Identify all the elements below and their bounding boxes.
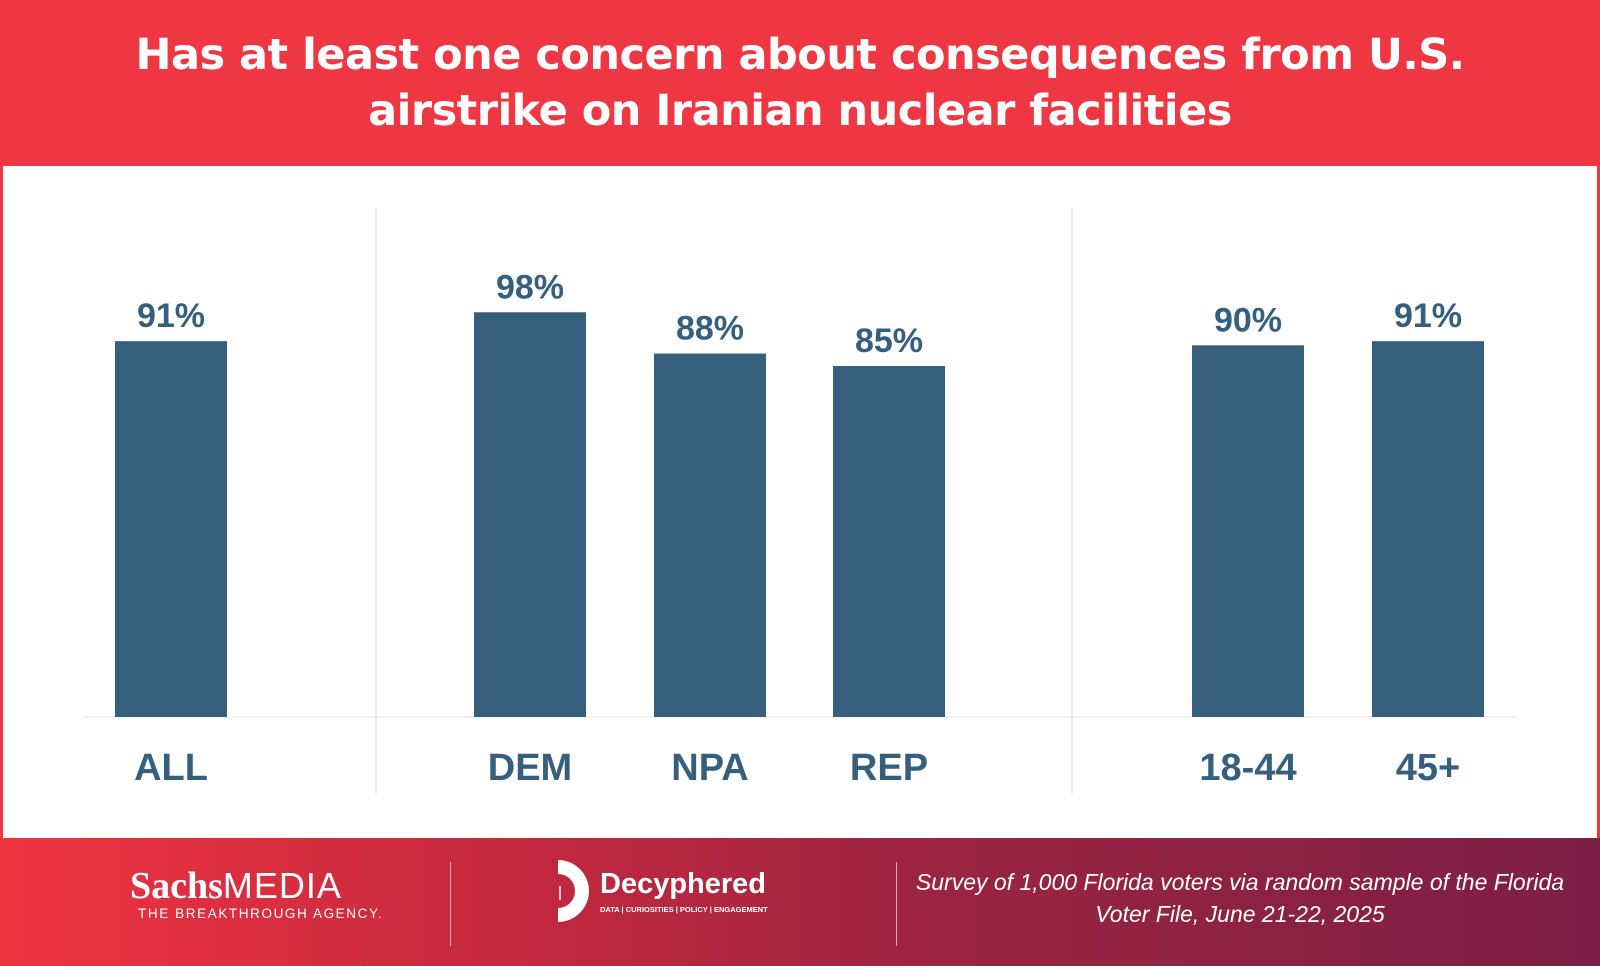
header: Has at least one concern about consequen… — [0, 0, 1600, 166]
bar-chart: 91% ALL 98% DEM 88% NPA 85% REP 90% 18-44 91% 45+ — [82, 208, 1518, 794]
bar-DEM — [474, 312, 586, 717]
bar-18-44 — [1192, 345, 1304, 717]
bar-NPA — [654, 353, 766, 717]
bar-45+ — [1372, 341, 1484, 717]
category-label: ALL — [134, 747, 208, 789]
decyphered-tagline: DATA | CURIOSITIES | POLICY | ENGAGEMENT — [600, 905, 768, 914]
category-label: NPA — [671, 747, 748, 789]
sachs-media-logo: SachsMEDIA THE BREAKTHROUGH AGENCY. — [130, 864, 383, 921]
logo-tagline: THE BREAKTHROUGH AGENCY. — [138, 906, 384, 921]
footer-divider — [450, 862, 451, 946]
category-label: 18-44 — [1199, 747, 1296, 789]
data-label: 91% — [1394, 297, 1462, 335]
footer: SachsMEDIA THE BREAKTHROUGH AGENCY. Decy… — [0, 838, 1600, 966]
footer-divider — [896, 862, 897, 946]
category-label: REP — [850, 747, 928, 789]
data-label: 90% — [1214, 301, 1282, 339]
chart-title: Has at least one concern about consequen… — [135, 30, 1465, 136]
data-label: 91% — [137, 297, 205, 335]
data-label: 98% — [496, 268, 564, 306]
category-label: DEM — [488, 747, 572, 789]
decyphered-name: Decyphered — [600, 868, 767, 900]
survey-note: Survey of 1,000 Florida voters via rando… — [915, 869, 1565, 927]
data-label: 88% — [676, 310, 744, 348]
logo-text-light: MEDIA — [222, 865, 342, 906]
bar-ALL — [115, 341, 227, 717]
category-label: 45+ — [1396, 747, 1460, 789]
chart-panel: 91% ALL 98% DEM 88% NPA 85% REP 90% 18-44 91% 45+ — [3, 166, 1597, 838]
data-label: 85% — [855, 322, 923, 360]
logo-text-bold: Sachs — [130, 865, 223, 907]
decyphered-icon — [558, 860, 589, 922]
decyphered-logo: Decyphered DATA | CURIOSITIES | POLICY |… — [556, 858, 768, 924]
bar-REP — [833, 365, 945, 717]
